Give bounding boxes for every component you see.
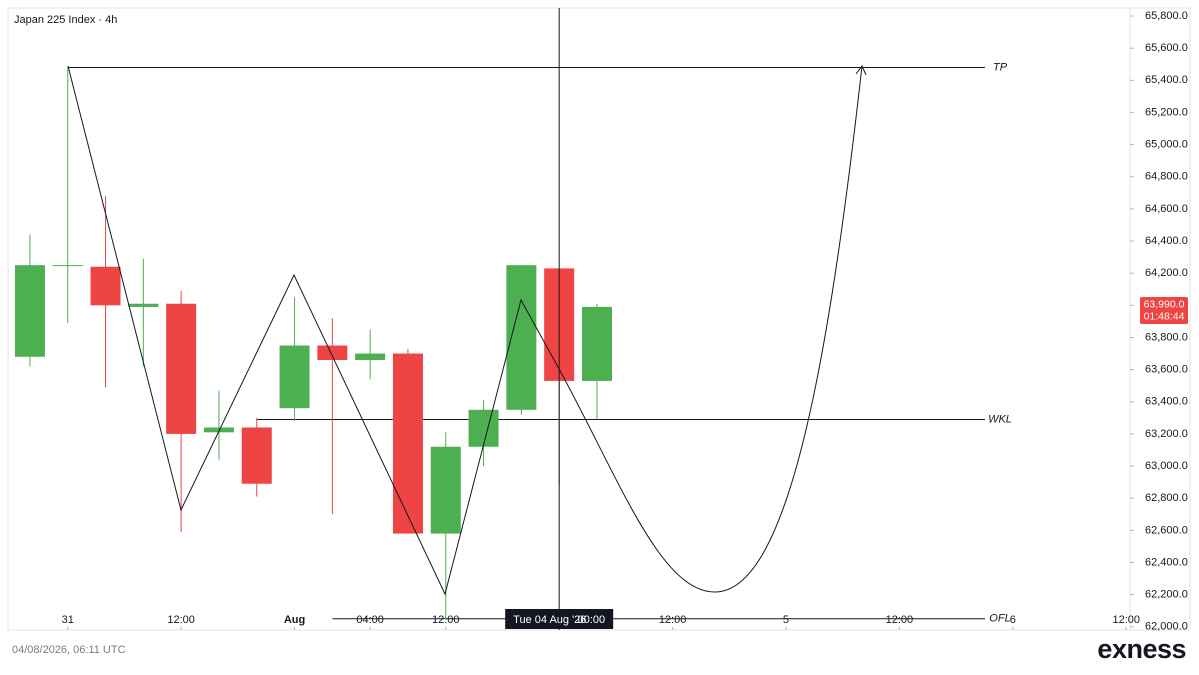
y-tick-label: 63,600.0: [1145, 364, 1188, 376]
y-tick-label: 63,400.0: [1145, 396, 1188, 408]
x-tick-label: 12:00: [886, 614, 914, 626]
y-tick-label: 63,200.0: [1145, 428, 1188, 440]
x-tick-label: 12:00: [432, 614, 460, 626]
annotations: [67, 65, 867, 596]
candle: [14, 234, 45, 367]
y-tick-label: 62,600.0: [1145, 524, 1188, 536]
chart-title: Japan 225 Index · 4h: [14, 14, 117, 26]
candle-body: [279, 345, 310, 409]
last-price-label: 63,990.0: [1144, 299, 1185, 311]
candle: [279, 297, 310, 422]
candle-body: [430, 446, 461, 534]
y-tick-label: 62,800.0: [1145, 492, 1188, 504]
candle-body: [14, 265, 45, 357]
x-tick-label: Aug: [284, 614, 305, 626]
x-tick-label: 31: [62, 614, 74, 626]
crosshair-time: 00:00: [578, 614, 606, 626]
x-tick-label: 12:00: [659, 614, 687, 626]
candle: [581, 303, 612, 420]
candle-body: [581, 306, 612, 381]
x-tick-label: 12:00: [167, 614, 195, 626]
level-label: OFL: [989, 613, 1010, 625]
candle: [128, 258, 159, 367]
y-tick-label: 64,600.0: [1145, 203, 1188, 215]
x-tick-label: 6: [1010, 614, 1016, 626]
projection-curve: [557, 65, 863, 593]
candle-body: [355, 353, 386, 360]
candle-body: [241, 427, 272, 484]
candle: [317, 318, 348, 515]
candle: [166, 290, 197, 532]
x-tick-label: 12:00: [1112, 614, 1140, 626]
candle: [430, 432, 461, 619]
countdown: 01:48:44: [1144, 311, 1185, 323]
candle-body: [203, 427, 234, 433]
y-tick-label: 65,800.0: [1145, 10, 1188, 22]
level-label: TP: [993, 61, 1008, 73]
y-tick-label: 65,600.0: [1145, 42, 1188, 54]
candle-body: [317, 345, 348, 360]
candle-body: [166, 303, 197, 434]
candle: [468, 400, 499, 467]
candle-body: [128, 303, 159, 307]
last-price-box: [1140, 296, 1188, 324]
crosshair-date: Tue 04 Aug '26: [513, 614, 586, 626]
candle-body: [468, 409, 499, 447]
arrow-head: [855, 65, 867, 76]
x-tick-label: 5: [783, 614, 789, 626]
candle: [392, 348, 423, 534]
y-tick-label: 65,200.0: [1145, 106, 1188, 118]
candle: [241, 417, 272, 497]
y-tick-label: 62,400.0: [1145, 556, 1188, 568]
level-label: WKL: [988, 413, 1012, 425]
y-tick-label: 64,400.0: [1145, 235, 1188, 247]
crosshair-label-box: [505, 609, 614, 629]
candle: [90, 196, 121, 388]
timestamp: 04/08/2026, 06:11 UTC: [12, 644, 126, 656]
x-tick-label: 04:00: [356, 614, 384, 626]
y-tick-label: 64,200.0: [1145, 267, 1188, 279]
candle: [355, 329, 386, 380]
candle-body: [52, 265, 83, 267]
y-tick-label: 65,400.0: [1145, 74, 1188, 86]
candle-body: [392, 353, 423, 534]
y-tick-label: 64,800.0: [1145, 171, 1188, 183]
y-tick-label: 63,800.0: [1145, 331, 1188, 343]
candle-body: [90, 266, 121, 306]
candle: [52, 67, 83, 324]
candle: [203, 390, 234, 460]
brand-logo: exness: [1097, 634, 1186, 664]
y-tick-label: 62,000.0: [1145, 621, 1188, 633]
y-tick-label: 62,200.0: [1145, 589, 1188, 601]
y-tick-label: 65,000.0: [1145, 139, 1188, 151]
y-tick-label: 63,000.0: [1145, 460, 1188, 472]
zigzag: [67, 65, 559, 596]
